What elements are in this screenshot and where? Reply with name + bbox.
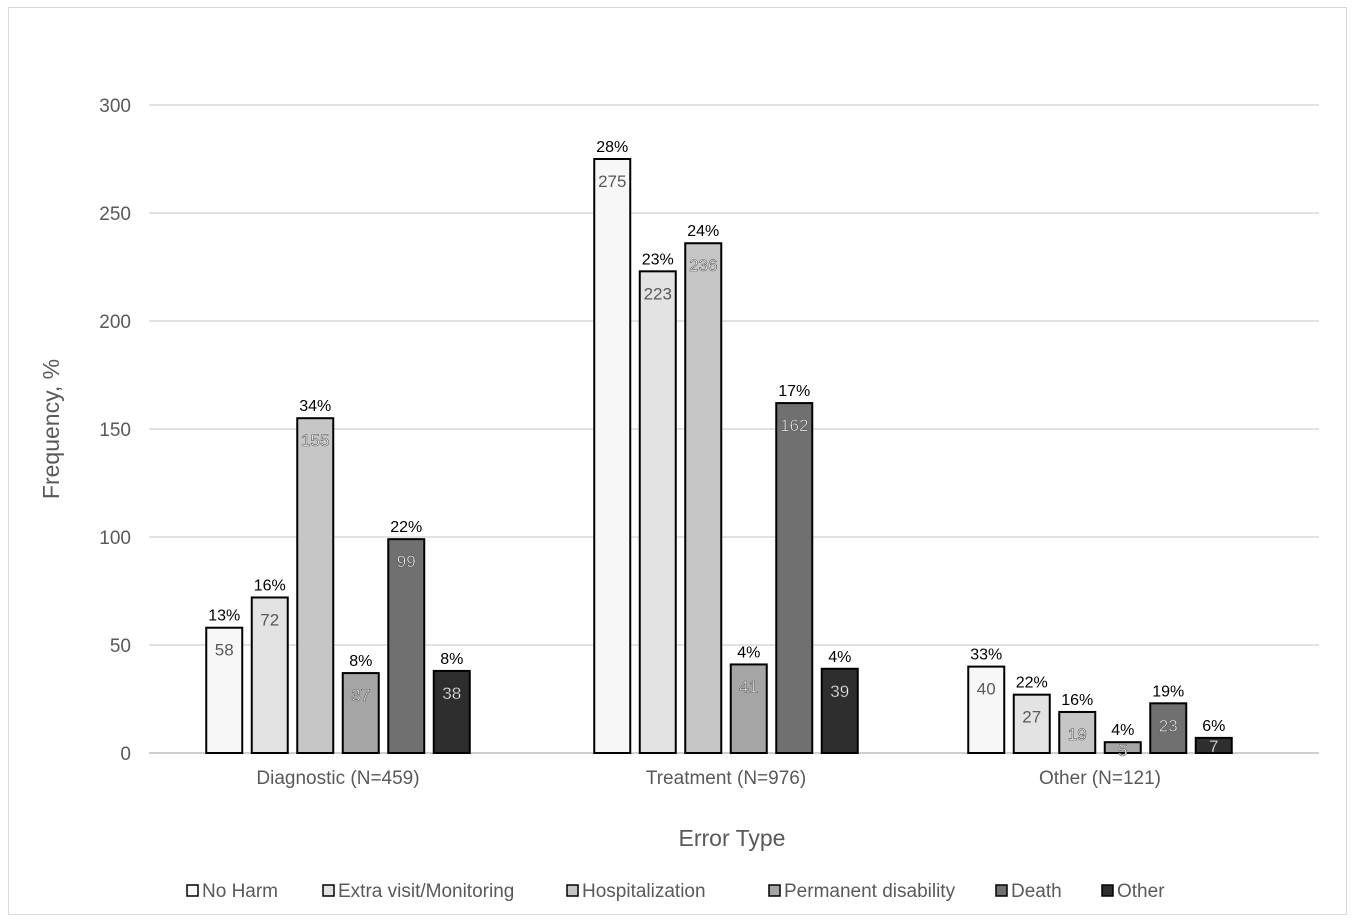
- bar-value-label: 23: [1159, 716, 1178, 735]
- bar-value-label: 40: [977, 680, 996, 699]
- x-category-label: Diagnostic (N=459): [256, 768, 419, 789]
- bar-percent-label: 8%: [349, 653, 372, 670]
- bar: [387, 538, 426, 754]
- bar: [593, 158, 632, 754]
- bar-value-label: 19: [1068, 725, 1087, 744]
- x-category-label: Treatment (N=976): [646, 768, 806, 789]
- bar-value-label: 58: [215, 641, 234, 660]
- bar-value-label: 5: [1118, 741, 1127, 760]
- legend-swatch: [566, 884, 579, 897]
- bar-value-label: 39: [830, 682, 849, 701]
- legend-label: Extra visit/Monitoring: [338, 881, 514, 902]
- bar: [729, 663, 768, 754]
- bar: [684, 242, 723, 755]
- bar-percent-label: 17%: [778, 383, 810, 400]
- bar-percent-label: 4%: [828, 649, 851, 666]
- legend-label: Death: [1011, 881, 1062, 902]
- bar-percent-label: 8%: [440, 651, 463, 668]
- bar-value-label: 236: [689, 256, 717, 275]
- legend-label: Hospitalization: [582, 881, 706, 902]
- bar-value-label: 27: [1022, 708, 1041, 727]
- bar-percent-label: 24%: [687, 223, 719, 240]
- gridlines: [149, 104, 1319, 754]
- bar-percent-label: 19%: [1152, 683, 1184, 700]
- bar-percent-label: 22%: [390, 519, 422, 536]
- legend-swatch: [1101, 884, 1114, 897]
- bar: [1058, 710, 1097, 755]
- bar: [820, 667, 859, 755]
- bar: [1194, 736, 1233, 755]
- legend-swatch: [186, 884, 199, 897]
- legend-swatch: [995, 884, 1008, 897]
- bar-value-label: 7: [1209, 737, 1218, 756]
- legend-swatch: [768, 884, 781, 897]
- bar-value-label: 99: [397, 552, 416, 571]
- bar-value-label: 38: [442, 684, 461, 703]
- legend: No Harm Extra visit/Monitoring Hospitaliza…: [186, 881, 1165, 902]
- bar: [1103, 741, 1142, 755]
- bar-percent-label: 23%: [642, 251, 674, 268]
- bar: [341, 672, 380, 755]
- x-axis-categories: Diagnostic (N=459) Treatment (N=976) Other…: [256, 768, 1161, 789]
- legend-label: No Harm: [202, 881, 278, 902]
- bar-value-label: 72: [260, 610, 279, 629]
- legend-label: Other: [1117, 881, 1165, 902]
- bar-percent-label: 16%: [1061, 692, 1093, 709]
- bar-percent-label: 4%: [737, 644, 760, 661]
- bar: [250, 596, 289, 754]
- bar: [1149, 702, 1188, 755]
- bar: [205, 626, 244, 754]
- legend-swatch: [322, 884, 335, 897]
- y-tick-label: 150: [99, 420, 131, 441]
- y-axis-title: Frequency, %: [38, 359, 64, 499]
- bar-percent-label: 28%: [596, 139, 628, 156]
- bar: [638, 270, 677, 754]
- bar: [1012, 693, 1051, 754]
- y-tick-label: 0: [120, 744, 131, 765]
- bar: [775, 402, 814, 754]
- bar: [967, 665, 1006, 754]
- bar-value-label: 41: [739, 677, 758, 696]
- bar: [432, 669, 471, 754]
- bar-percent-label: 22%: [1016, 675, 1048, 692]
- bar-value-label: 223: [644, 284, 672, 303]
- bar-percent-label: 34%: [299, 398, 331, 415]
- y-axis-ticks: 0 50 100 150 200 250 300: [99, 96, 131, 765]
- bar-percent-label: 33%: [970, 647, 1002, 664]
- x-axis-title: Error Type: [679, 825, 786, 851]
- bar-value-label: 37: [351, 686, 370, 705]
- y-tick-label: 250: [99, 204, 131, 225]
- bar-percent-label: 13%: [208, 608, 240, 625]
- y-tick-label: 100: [99, 528, 131, 549]
- bar-percent-label: 4%: [1111, 722, 1134, 739]
- bar-value-label: 275: [598, 172, 626, 191]
- bar-value-label: 162: [780, 416, 808, 435]
- legend-label: Permanent disability: [784, 881, 956, 902]
- bar-value-label: 155: [301, 431, 329, 450]
- y-tick-label: 200: [99, 312, 131, 333]
- bar-percent-label: 6%: [1202, 718, 1225, 735]
- bar-percent-label: 16%: [254, 577, 286, 594]
- bar: [296, 417, 335, 754]
- y-tick-label: 300: [99, 96, 131, 117]
- chart-frame: 0 50 100 150 200 250 300 13% 58 16% 72 34% 155 8% 37 2…: [8, 7, 1347, 915]
- x-category-label: Other (N=121): [1039, 768, 1161, 789]
- bars: 13%5816%7234%1558%3722%998%3828%27523%22…: [205, 139, 1233, 761]
- y-tick-label: 50: [110, 636, 131, 657]
